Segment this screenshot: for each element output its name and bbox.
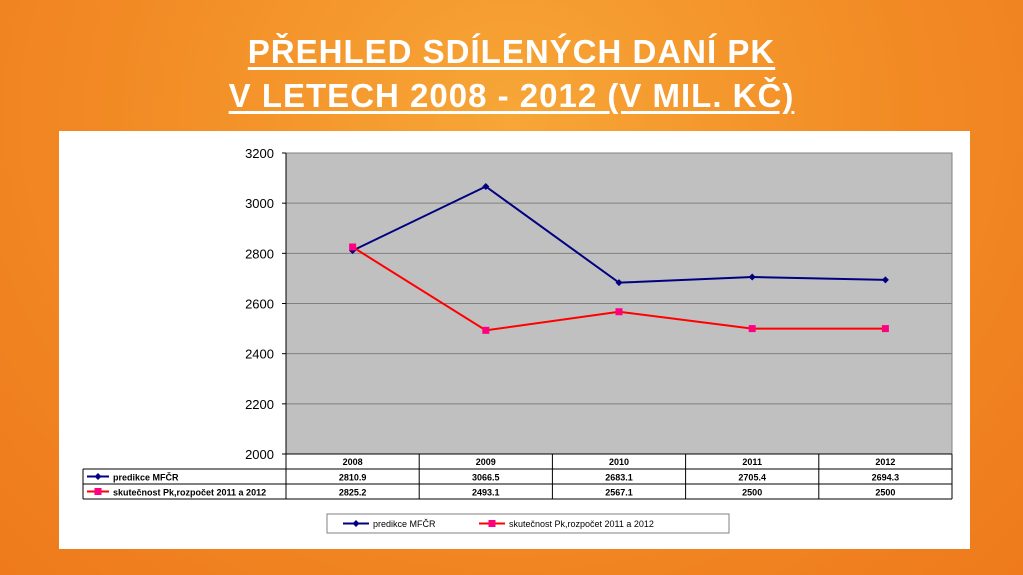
table-legend-key-marker-1 — [94, 488, 102, 495]
table-legend-key-marker-0 — [94, 473, 102, 480]
data-point-1-0 — [349, 243, 357, 251]
table-value-0-1: 3066.5 — [472, 473, 500, 483]
slide-title-line-2: V LETECH 2008 - 2012 (V MIL. KČ) — [228, 77, 795, 114]
y-tick-label-3200: 3200 — [245, 146, 274, 161]
slide-title: PŘEHLED SDÍLENÝCH DANÍ PK V LETECH 2008 … — [0, 30, 1023, 118]
line-chart: 2000 2200 2400 2600 2800 3000 3200 2008 2009 2010… — [82, 146, 953, 534]
chart-panel: 2000 2200 2400 2600 2800 3000 3200 2008 2009 2010… — [59, 131, 970, 549]
y-tick-label-2200: 2200 — [245, 397, 274, 412]
table-value-1-2: 2567.1 — [605, 488, 633, 498]
table-value-1-0: 2825.2 — [339, 488, 367, 498]
data-point-1-1 — [482, 326, 490, 334]
table-value-1-3: 2500 — [742, 488, 762, 498]
data-point-0-1 — [482, 182, 490, 190]
table-series-name-0: predikce MFČR — [113, 472, 179, 483]
legend-label-1: skutečnost Pk,rozpočet 2011 a 2012 — [509, 519, 654, 529]
x-category-label-2009: 2009 — [476, 457, 496, 467]
slide-title-line-1: PŘEHLED SDÍLENÝCH DANÍ PK — [247, 33, 776, 70]
legend — [326, 513, 730, 534]
y-tick-label-2000: 2000 — [245, 447, 274, 462]
data-point-0-0 — [349, 247, 357, 255]
y-tick-label-2600: 2600 — [245, 297, 274, 312]
legend-key-marker-0 — [352, 520, 360, 527]
table-value-0-3: 2705.4 — [738, 473, 766, 483]
table-value-0-2: 2683.1 — [605, 473, 633, 483]
table-value-1-4: 2500 — [875, 488, 895, 498]
table-value-1-1: 2493.1 — [472, 488, 500, 498]
legend-label-0: predikce MFČR — [373, 519, 436, 529]
table-value-0-0: 2810.9 — [339, 473, 367, 483]
data-point-0-2 — [615, 279, 623, 287]
data-point-0-4 — [881, 276, 889, 284]
y-tick-label-2800: 2800 — [245, 246, 274, 261]
x-category-label-2012: 2012 — [875, 457, 895, 467]
y-tick-label-3000: 3000 — [245, 196, 274, 211]
x-category-label-2010: 2010 — [609, 457, 629, 467]
data-point-1-3 — [748, 325, 756, 333]
table-value-0-4: 2694.3 — [872, 473, 900, 483]
y-tick-label-2400: 2400 — [245, 347, 274, 362]
x-category-label-2008: 2008 — [343, 457, 363, 467]
data-point-1-4 — [881, 325, 889, 333]
x-category-label-2011: 2011 — [742, 457, 762, 467]
legend-key-marker-1 — [488, 520, 496, 527]
data-point-1-2 — [615, 308, 623, 316]
data-point-0-3 — [748, 273, 756, 281]
table-series-name-1: skutečnost Pk,rozpočet 2011 a 2012 — [113, 488, 266, 498]
